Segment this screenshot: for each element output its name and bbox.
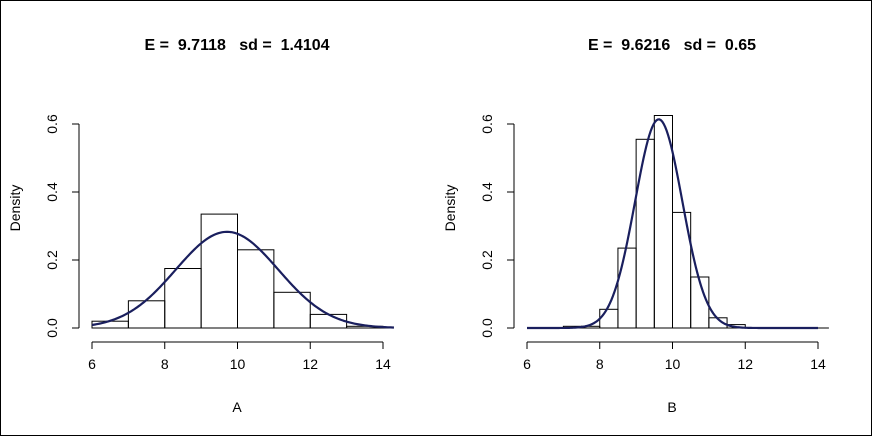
histogram-bar <box>617 247 637 329</box>
x-tick-label: 12 <box>737 356 753 372</box>
histogram-bar <box>237 249 275 329</box>
histogram-bar <box>127 300 166 329</box>
y-axis-label: Density <box>442 185 458 232</box>
y-tick-label: 0.6 <box>479 114 495 134</box>
histogram-bar <box>599 308 619 329</box>
x-tick-label: 10 <box>665 356 681 372</box>
y-tick-label: 0.0 <box>479 318 495 338</box>
panel-a: E = 9.7118 sd = 1.4104 A Density 6 8 10 12 1… <box>7 37 394 415</box>
y-tick-label: 0.2 <box>44 250 60 270</box>
chart-title: E = 9.6216 sd = 0.65 <box>588 37 756 54</box>
histogram-bar <box>635 138 655 329</box>
histogram-bar <box>653 115 673 329</box>
y-tick-label: 0.6 <box>44 114 60 134</box>
y-tick-label: 0.4 <box>479 182 495 202</box>
y-tick-label: 0.2 <box>479 250 495 270</box>
y-tick-label: 0.0 <box>44 318 60 338</box>
x-tick-label: 14 <box>375 356 391 372</box>
panel-b: E = 9.6216 sd = 0.65 B Density 6 8 10 12 14 0… <box>442 37 829 415</box>
y-axis-label: Density <box>7 185 23 232</box>
chart-title: E = 9.7118 sd = 1.4104 <box>144 37 329 54</box>
density-curve <box>527 118 818 330</box>
x-tick-label: 10 <box>230 356 246 372</box>
x-tick-label: 8 <box>161 356 169 372</box>
x-tick-label: 14 <box>810 356 826 372</box>
x-tick-label: 8 <box>596 356 604 372</box>
histogram-bar <box>309 313 348 329</box>
x-tick-label: 12 <box>302 356 318 372</box>
x-axis-label: B <box>667 399 676 415</box>
x-axis-label: A <box>232 399 242 415</box>
x-tick-label: 6 <box>88 356 96 372</box>
x-tick-label: 6 <box>523 356 531 372</box>
y-tick-label: 0.4 <box>44 182 60 202</box>
density-curve <box>91 230 394 329</box>
